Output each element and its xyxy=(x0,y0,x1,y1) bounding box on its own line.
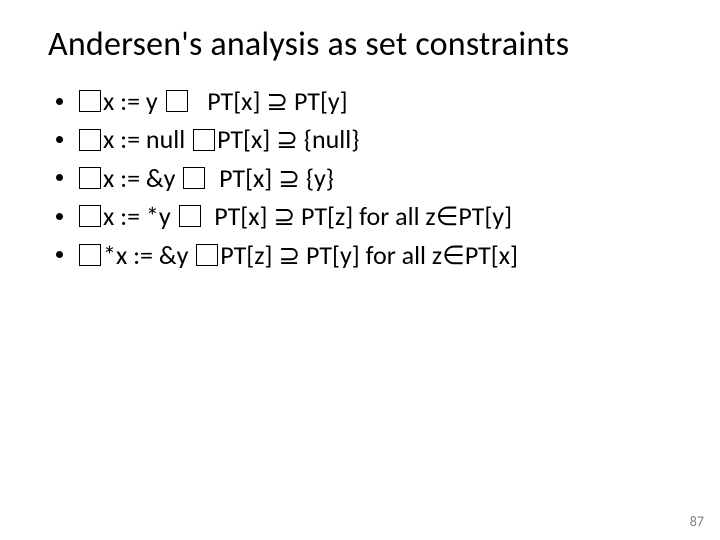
close-bracket-icon xyxy=(179,205,201,227)
rule-lhs: x := y xyxy=(103,83,164,119)
rule-item: x := &y PT[x] ⊇ {y} xyxy=(56,160,672,196)
open-bracket-icon xyxy=(79,205,101,227)
open-bracket-icon xyxy=(79,244,101,266)
open-bracket-icon xyxy=(79,90,101,112)
slide-title: Andersen's analysis as set constraints xyxy=(48,24,672,65)
rule-item: x := *y PT[x] ⊇ PT[z] for all z∈PT[y] xyxy=(56,198,672,234)
open-bracket-icon xyxy=(79,129,101,151)
rule-item: x := null PT[x] ⊇ {null} xyxy=(56,121,672,157)
rule-lhs: *x := &y xyxy=(103,237,194,273)
rule-rhs: PT[x] ⊇ PT[y] xyxy=(207,83,347,119)
slide-container: Andersen's analysis as set constraints x… xyxy=(0,0,720,540)
rule-list: x := y PT[x] ⊇ PT[y] x := null PT[x] ⊇ {… xyxy=(48,83,672,273)
rule-rhs: PT[z] ⊇ PT[y] for all z∈PT[x] xyxy=(220,237,518,273)
page-number: 87 xyxy=(690,513,704,530)
close-bracket-icon xyxy=(193,129,215,151)
rule-lhs: x := *y xyxy=(103,198,177,234)
close-bracket-icon xyxy=(196,244,218,266)
close-bracket-icon xyxy=(183,167,205,189)
rule-rhs: PT[x] ⊇ {y} xyxy=(219,160,334,196)
rule-gap xyxy=(190,83,208,119)
bullet-dot-icon xyxy=(56,174,63,181)
rule-gap xyxy=(207,160,219,196)
close-bracket-icon xyxy=(166,90,188,112)
rule-rhs: PT[x] ⊇ {null} xyxy=(217,121,359,157)
rule-rhs: PT[x] ⊇ PT[z] for all z∈PT[y] xyxy=(214,198,512,234)
rule-item: x := y PT[x] ⊇ PT[y] xyxy=(56,83,672,119)
rule-gap xyxy=(203,198,215,234)
bullet-dot-icon xyxy=(56,213,63,220)
rule-item: *x := &y PT[z] ⊇ PT[y] for all z∈PT[x] xyxy=(56,237,672,273)
bullet-dot-icon xyxy=(56,251,63,258)
open-bracket-icon xyxy=(79,167,101,189)
bullet-dot-icon xyxy=(56,136,63,143)
rule-lhs: x := &y xyxy=(103,160,181,196)
bullet-dot-icon xyxy=(56,98,63,105)
rule-lhs: x := null xyxy=(103,121,191,157)
